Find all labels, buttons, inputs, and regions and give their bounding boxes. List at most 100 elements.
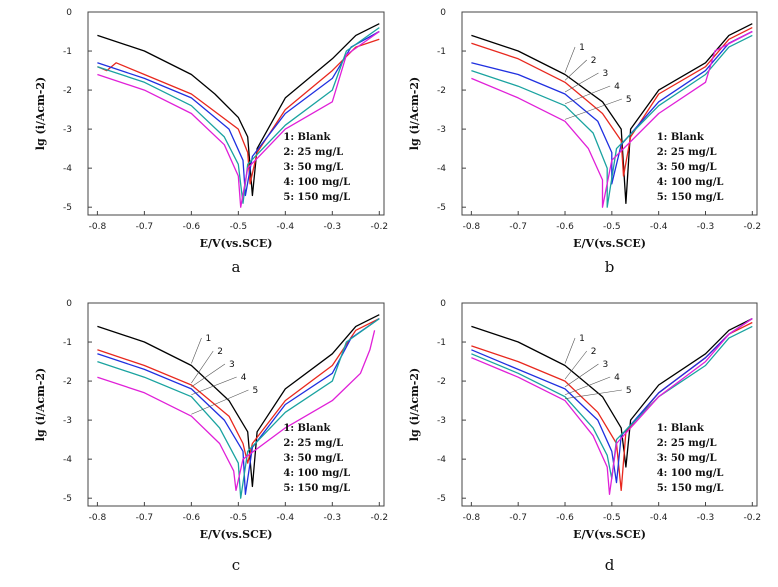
legend-item: 1: Blank [657,423,705,434]
panel-letter: b [605,258,615,276]
curve-label-1: 1 [579,334,585,344]
x-tick-label: -0.3 [697,513,715,523]
x-tick-label: -0.6 [556,513,574,523]
series-line-4 [97,27,380,204]
curve-label-5: 5 [626,386,632,396]
series-line-5 [97,330,376,492]
x-tick-label: -0.5 [230,222,248,232]
y-axis-label: lg (i/Acm-2) [34,368,47,441]
y-tick-label: -5 [63,203,72,213]
x-axis-label: E/V(vs.SCE) [200,528,273,541]
y-tick-label: -2 [437,86,446,96]
curve-label-2: 2 [591,347,597,357]
curve-label-4: 4 [614,82,620,92]
y-tick-label: -1 [437,338,446,348]
y-axis-label: lg (i/Acm-2) [408,368,421,441]
curve-label-leader [564,389,622,399]
series-line-4 [97,318,380,499]
y-tick-label: -3 [437,416,446,426]
curve-label-3: 3 [602,69,608,79]
series-line-5 [97,30,380,208]
y-tick-label: 0 [66,8,72,18]
curve-label-3: 3 [229,360,235,370]
y-tick-label: -3 [63,416,72,426]
curve-label-1: 1 [205,334,211,344]
curve-label-leader [564,363,599,388]
curve-label-leader [564,337,576,364]
y-axis-label: lg (i/Acm-2) [408,77,421,150]
x-tick-label: -0.6 [556,222,574,232]
curve-label-leader [191,337,202,364]
x-tick-label: -0.7 [136,513,154,523]
panel-letter: d [605,556,615,574]
curve-label-2: 2 [217,347,223,357]
x-tick-label: -0.8 [89,222,107,232]
x-tick-label: -0.6 [183,513,201,523]
legend-item: 1: Blank [657,132,705,143]
x-tick-label: -0.2 [371,513,389,523]
curve-label-leader [564,59,587,81]
x-tick-label: -0.5 [603,222,621,232]
x-tick-label: -0.4 [277,222,295,232]
y-tick-label: -3 [437,125,446,135]
y-tick-label: -1 [63,47,72,57]
legend-item: 3: 50 mg/L [657,162,717,173]
legend-item: 2: 25 mg/L [283,147,343,158]
series-line-3 [471,30,753,185]
series-line-3 [97,318,380,495]
y-tick-label: -1 [437,47,446,57]
legend-item: 4: 100 mg/L [657,468,724,479]
x-tick-label: -0.2 [744,222,762,232]
series-line-2 [97,38,380,185]
x-tick-label: -0.7 [509,513,527,523]
y-tick-label: -3 [63,125,72,135]
x-tick-label: -0.4 [277,513,295,523]
y-tick-label: -4 [437,164,446,174]
legend-item: 5: 150 mg/L [657,483,724,494]
x-tick-label: -0.7 [509,222,527,232]
plot-frame [87,302,385,507]
x-tick-label: -0.5 [603,513,621,523]
panel-b: -0.8 -0.7 -0.6 -0.5 -0.4 -0.3 -0.2 0 -1 -2 -3 -4 -5 E… [408,8,761,276]
series-line-1 [97,314,380,488]
series-line-2 [97,318,380,464]
curve-label-leader [191,389,249,415]
x-axis-label: E/V(vs.SCE) [573,528,646,541]
plot-frame [461,11,758,216]
curve-label-leader [564,72,599,93]
legend-item: 2: 25 mg/L [283,438,343,449]
series-line-3 [97,30,380,197]
x-tick-label: -0.3 [324,513,342,523]
series-line-5 [471,30,753,208]
curve-label-leader [191,350,214,384]
curve-label-leader [564,376,611,396]
curve-label-5: 5 [252,386,258,396]
legend-item: 2: 25 mg/L [657,147,717,158]
series-line-2 [471,321,753,492]
y-tick-label: -1 [63,338,72,348]
curve-label-leader [564,350,588,380]
x-tick-label: -0.5 [230,513,248,523]
legend-item: 5: 150 mg/L [283,483,350,494]
x-tick-label: -0.3 [697,222,715,232]
y-tick-label: -5 [437,203,446,213]
y-tick-label: -4 [437,455,446,465]
panel-letter: a [232,258,241,276]
curve-label-leader [564,98,622,120]
curve-label-leader [191,376,237,396]
x-tick-label: -0.4 [650,222,668,232]
panel-letter: c [232,556,240,574]
series-line-1 [471,318,753,468]
y-tick-label: -2 [63,377,72,387]
y-tick-label: -5 [437,494,446,504]
plot-frame [461,302,758,507]
series-line-3 [471,318,753,484]
legend-item: 3: 50 mg/L [283,453,343,464]
legend-item: 4: 100 mg/L [657,177,724,188]
series-line-1 [471,23,753,204]
curve-label-leader [564,46,576,73]
curve-label-1: 1 [579,43,585,53]
x-tick-label: -0.8 [463,513,481,523]
legend-item: 4: 100 mg/L [283,177,350,188]
x-tick-label: -0.6 [183,222,201,232]
